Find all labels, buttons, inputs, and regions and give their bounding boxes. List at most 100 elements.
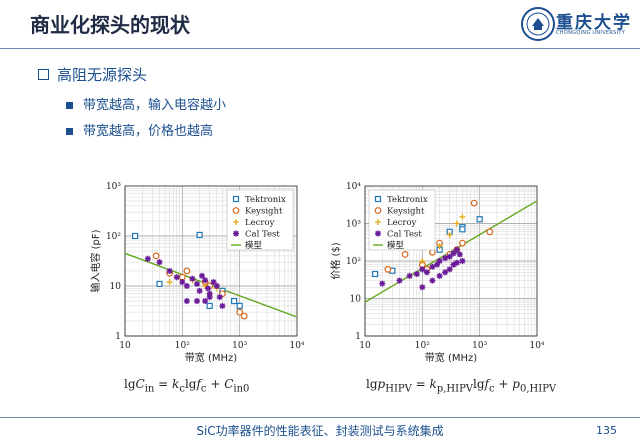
data-point xyxy=(166,267,173,274)
data-point xyxy=(156,259,163,266)
data-point xyxy=(236,308,244,316)
y-tick-label: 10⁴ xyxy=(346,182,361,192)
data-point xyxy=(459,239,466,247)
checkbox-bullet-icon xyxy=(38,69,49,80)
data-point xyxy=(206,290,213,297)
legend-label: Lecroy xyxy=(387,218,417,228)
x-tick-label: 10² xyxy=(175,341,190,351)
data-point xyxy=(213,283,220,289)
data-point xyxy=(196,231,203,239)
main-bullet-text: 高阻无源探头 xyxy=(57,66,148,84)
data-point xyxy=(202,298,209,305)
data-point xyxy=(173,274,180,281)
legend-label: 模型 xyxy=(245,240,263,251)
y-tick-label: 10³ xyxy=(346,220,361,230)
data-point xyxy=(202,277,209,284)
legend-label: Cal Test xyxy=(245,230,280,240)
logo-text: 重庆大学 xyxy=(556,13,632,33)
data-point xyxy=(156,280,163,288)
data-point xyxy=(453,259,460,266)
sub-bullet-1-text: 带宽越高，输入电容越小 xyxy=(83,98,227,113)
legend-label: Tektronix xyxy=(387,195,428,205)
y-tick-label: 1 xyxy=(115,332,121,342)
data-point xyxy=(144,255,151,262)
square-bullet-icon xyxy=(66,102,73,109)
legend-label: Cal Test xyxy=(387,230,422,240)
data-point xyxy=(384,265,392,273)
data-point xyxy=(413,271,420,278)
plot-frame xyxy=(124,185,298,337)
data-point xyxy=(204,285,211,292)
data-point xyxy=(453,220,460,227)
data-point xyxy=(152,252,160,260)
data-point xyxy=(446,231,453,238)
legend-marker xyxy=(375,219,381,225)
data-point xyxy=(459,213,466,220)
sub-bullet-2-text: 带宽越高，价格也越高 xyxy=(83,124,214,139)
data-point xyxy=(486,228,494,236)
square-bullet-icon xyxy=(66,128,73,135)
data-point xyxy=(419,258,426,264)
data-point xyxy=(470,199,478,207)
x-tick-label: 10⁴ xyxy=(529,341,544,351)
formula-capacitance: lgCin = kclgfc + Cin0 xyxy=(124,377,250,395)
legend-marker xyxy=(233,230,239,237)
legend-label: 模型 xyxy=(387,240,405,251)
data-point xyxy=(396,277,403,284)
legend-marker xyxy=(232,207,240,214)
y-axis-label: 输入电容 (pF) xyxy=(89,229,102,292)
data-point xyxy=(442,269,449,276)
data-point xyxy=(236,302,243,309)
footer-divider xyxy=(0,417,640,418)
data-point xyxy=(193,280,200,287)
data-point xyxy=(446,266,453,273)
data-point xyxy=(131,232,139,240)
data-point xyxy=(419,284,426,291)
data-point xyxy=(446,253,453,260)
y-tick-label: 10³ xyxy=(106,182,121,192)
data-point xyxy=(459,226,466,233)
data-point xyxy=(456,251,463,258)
legend-label: Tektronix xyxy=(245,195,286,205)
data-point xyxy=(231,297,238,305)
data-point xyxy=(379,280,386,287)
x-tick-label: 10 xyxy=(359,341,371,351)
x-tick-label: 10⁴ xyxy=(289,341,304,351)
legend-label: Keysight xyxy=(245,207,283,217)
data-point xyxy=(436,272,443,279)
data-point xyxy=(429,248,436,256)
data-point xyxy=(210,279,217,286)
data-point xyxy=(436,258,443,264)
data-point xyxy=(240,312,248,320)
data-point xyxy=(406,272,413,279)
page-number: 135 xyxy=(596,424,617,437)
legend-marker xyxy=(233,219,239,225)
data-point xyxy=(179,279,186,286)
x-tick-label: 10³ xyxy=(472,341,487,351)
x-axis-label: 带宽 (MHz) xyxy=(425,351,477,364)
data-point xyxy=(216,294,223,301)
data-point xyxy=(442,255,449,262)
data-point xyxy=(219,302,226,309)
x-tick-label: 10 xyxy=(119,341,131,351)
data-point xyxy=(198,272,205,279)
x-tick-label: 10³ xyxy=(232,341,247,351)
x-axis-label: 带宽 (MHz) xyxy=(185,351,237,364)
legend-marker xyxy=(374,207,382,214)
data-point xyxy=(371,270,379,278)
legend-marker xyxy=(374,195,382,203)
data-point xyxy=(196,287,203,294)
main-bullet: 高阻无源探头 xyxy=(38,64,147,85)
university-logo xyxy=(521,7,555,41)
y-axis-label: 价格 ($) xyxy=(329,242,342,279)
data-point xyxy=(453,246,460,253)
data-point xyxy=(206,302,213,309)
sub-bullet-1: 带宽越高，输入电容越小 xyxy=(66,94,226,113)
data-point xyxy=(166,279,173,286)
x-tick-label: 10² xyxy=(415,341,430,351)
legend-marker xyxy=(375,230,381,237)
y-tick-label: 10 xyxy=(110,282,122,292)
data-point xyxy=(183,283,190,289)
